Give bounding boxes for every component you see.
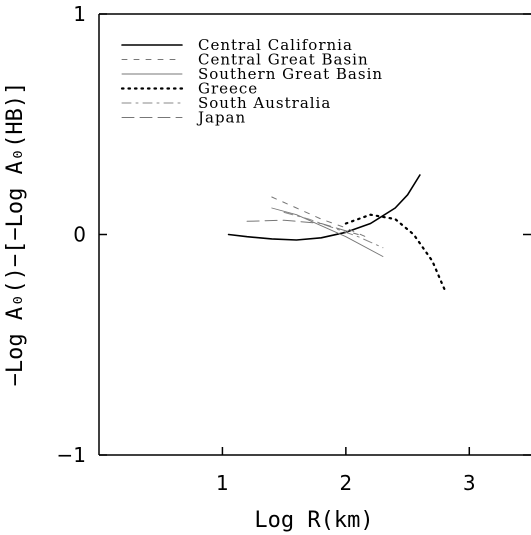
y-tick-label: 0 (73, 223, 86, 247)
legend-label: Japan (196, 109, 246, 127)
legend-label: Southern Great Basin (198, 65, 383, 83)
x-tick-label: 2 (339, 471, 352, 495)
axis-ticks: 1 2 3 −1 0 1 (57, 2, 531, 495)
series-line-japan (246, 219, 359, 235)
series-line-greece (344, 213, 446, 291)
y-axis-title: −Log A₀()−[−Log A₀(HB)] (3, 82, 28, 387)
series-line-southern-great-basin (271, 207, 384, 257)
y-tick-label: 1 (73, 2, 86, 26)
x-tick-label: 3 (463, 471, 476, 495)
x-axis-title: Log R(km) (254, 508, 373, 533)
legend-label: Greece (198, 80, 258, 98)
x-tick-label: 1 (216, 471, 229, 495)
y-tick-label: −1 (57, 443, 86, 467)
series-line-south-australia (283, 211, 384, 249)
series-lines (227, 174, 446, 291)
legend-label: Central Great Basin (198, 51, 369, 69)
series-line-central-great-basin (271, 196, 371, 240)
series-line-central-california (227, 174, 421, 241)
legend-label: South Australia (198, 94, 331, 112)
legend-label: Central California (198, 36, 353, 54)
